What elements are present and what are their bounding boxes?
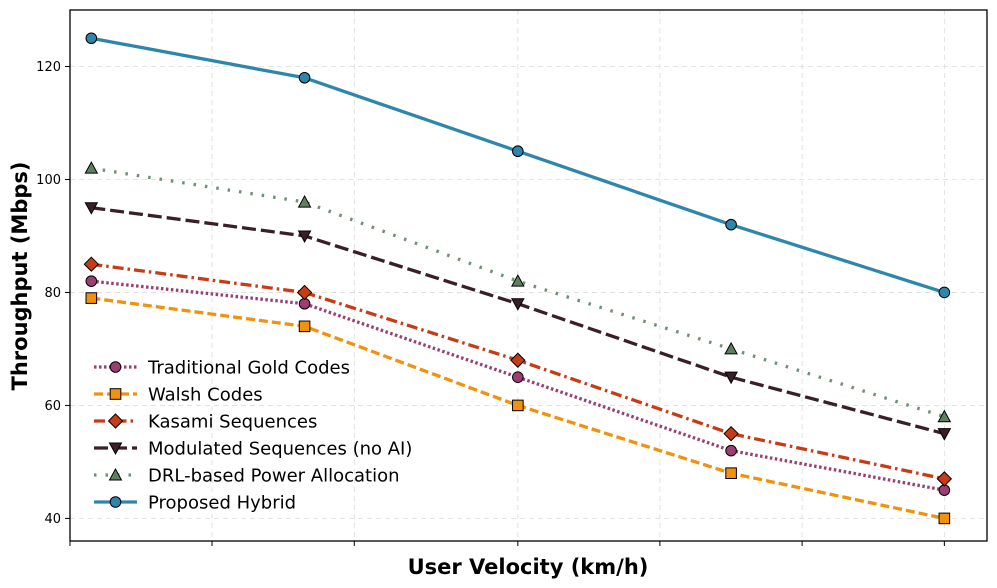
data-point xyxy=(936,471,953,487)
plot-frame xyxy=(69,9,988,542)
data-point xyxy=(725,467,737,480)
legend-entry-5: Proposed Hybrid xyxy=(94,493,296,514)
y-tick-label: 100 xyxy=(36,173,61,188)
data-point xyxy=(297,230,312,244)
data-point xyxy=(84,202,99,215)
data-point xyxy=(85,292,98,304)
legend-entry-2: Kasami Sequences xyxy=(94,412,317,433)
data-point xyxy=(297,195,312,208)
series-5 xyxy=(85,32,951,299)
data-point xyxy=(938,512,951,525)
legend-entry-4: DRL-based Power Allocation xyxy=(94,466,400,487)
legend-swatch-marker xyxy=(109,496,122,508)
series-0 xyxy=(85,275,951,496)
data-point xyxy=(725,218,737,231)
y-axis-title: Throughput (Mbps) xyxy=(8,162,32,391)
data-point xyxy=(510,352,526,368)
series-2 xyxy=(83,256,953,487)
legend-swatch-marker xyxy=(109,361,122,373)
y-tick-label: 60 xyxy=(44,399,61,414)
data-point xyxy=(510,298,525,311)
data-point xyxy=(937,428,952,441)
data-point xyxy=(937,409,952,423)
data-point xyxy=(296,284,313,301)
legend-swatch-marker xyxy=(107,413,124,429)
data-point xyxy=(85,275,98,287)
series-3 xyxy=(84,202,952,441)
legend-label: Modulated Sequences (no AI) xyxy=(148,439,412,460)
legend-entry-0: Traditional Gold Codes xyxy=(94,358,350,379)
legend-entry-3: Modulated Sequences (no AI) xyxy=(94,439,412,460)
data-point xyxy=(512,371,524,383)
y-tick-label: 80 xyxy=(44,286,61,301)
legend-label: Proposed Hybrid xyxy=(148,493,296,514)
series-group xyxy=(83,32,953,525)
data-point xyxy=(83,256,100,272)
data-point xyxy=(725,444,737,457)
y-axis-ticks: 40 60 80 100 120 xyxy=(36,60,70,527)
data-point xyxy=(723,425,739,442)
data-point xyxy=(510,274,525,287)
legend-label: Kasami Sequences xyxy=(148,412,317,433)
legend-swatch-marker xyxy=(108,467,123,481)
series-1 xyxy=(85,292,951,525)
data-point xyxy=(512,399,524,412)
plot-background xyxy=(70,10,987,541)
data-point xyxy=(724,371,738,385)
x-axis-title: User Velocity (km/h) xyxy=(408,555,649,579)
data-point xyxy=(298,71,311,84)
y-tick-label: 40 xyxy=(44,512,61,527)
data-point xyxy=(512,145,524,158)
legend-label: DRL-based Power Allocation xyxy=(148,466,400,487)
legend-entry-1: Walsh Codes xyxy=(94,385,263,406)
legend-swatch-marker xyxy=(109,388,122,400)
legend: Traditional Gold Codes Walsh Codes Kasami … xyxy=(94,358,412,514)
data-point xyxy=(724,341,738,355)
legend-label: Traditional Gold Codes xyxy=(147,358,350,379)
y-tick-label: 120 xyxy=(36,60,61,75)
legend-swatch-marker xyxy=(108,442,123,456)
data-point xyxy=(938,286,951,299)
series-4 xyxy=(84,161,952,423)
x-axis-ticks xyxy=(69,541,945,546)
data-point xyxy=(84,161,99,174)
data-point xyxy=(85,32,98,45)
data-point xyxy=(298,320,311,333)
legend-label: Walsh Codes xyxy=(148,385,263,406)
